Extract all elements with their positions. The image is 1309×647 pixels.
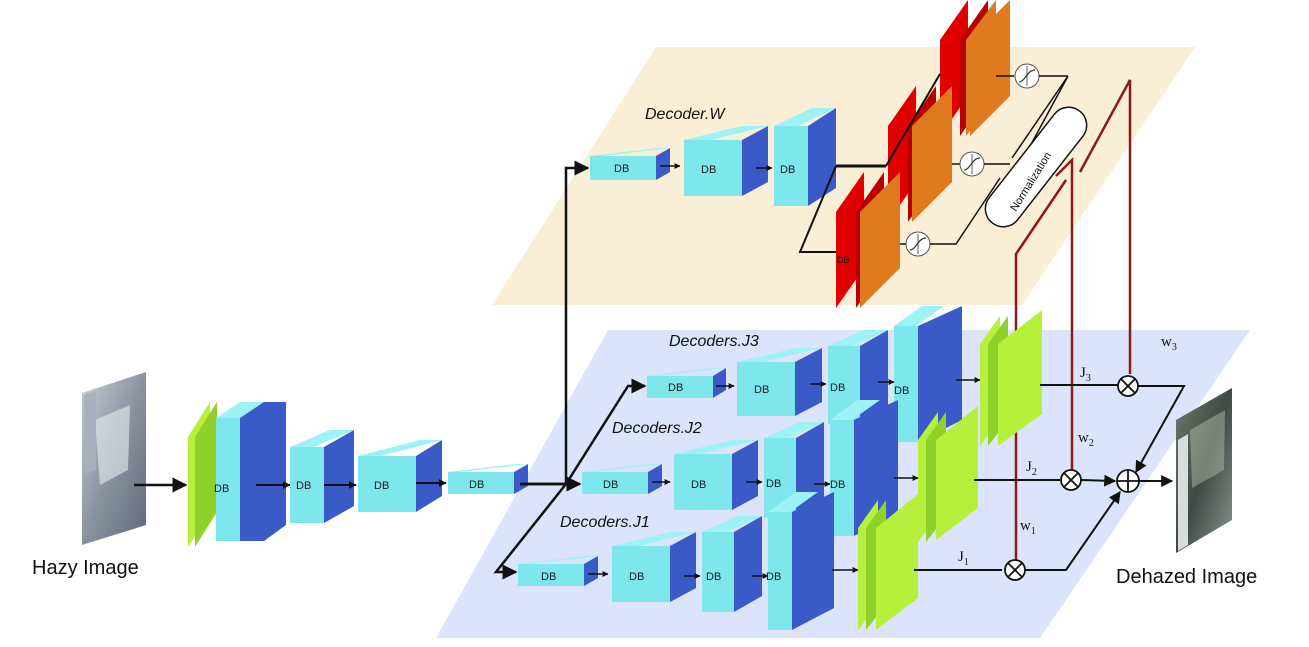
encoder-block-4 (448, 464, 528, 494)
j3-db-label-3: DB (830, 382, 845, 394)
label-w3: w3 (1161, 334, 1177, 353)
encoder-db-label-4: DB (469, 479, 484, 491)
j3-db-label-4: DB (894, 385, 909, 397)
decoders-j1-title: Decoders.J1 (560, 514, 650, 531)
stack-link-top (885, 73, 941, 167)
stack-link-bottom (798, 165, 837, 253)
j3-to-sum (1135, 385, 1186, 474)
decoder-w-db-label-1: DB (614, 163, 629, 175)
j3-output-layer (980, 310, 1042, 446)
decoder-w-db-label-3: DB (780, 164, 795, 176)
decoder-w-block-3 (774, 108, 836, 206)
j1-block-3 (702, 516, 762, 612)
decoders-j3-title: Decoders.J3 (669, 333, 759, 350)
j1-block-2 (612, 532, 696, 602)
label-w2: w2 (1078, 430, 1094, 449)
j3-db-label-2: DB (754, 384, 769, 396)
weight-line-w2 (1055, 156, 1074, 472)
label-j2: J2 (1026, 459, 1037, 478)
j1-db-label-4: DB (766, 571, 781, 583)
hazy-image-label: Hazy Image (32, 557, 139, 579)
label-j3: J3 (1080, 365, 1091, 384)
decoder-w-db-label-2: DB (701, 164, 716, 176)
decoder-w-block-1 (590, 148, 670, 180)
normalization-box (984, 106, 1088, 228)
label-j1: J1 (958, 549, 969, 568)
decoder-w-plane (492, 47, 1195, 305)
j2-block-4 (830, 400, 898, 536)
j1-to-sum (1025, 491, 1121, 571)
encoder-db-label-3: DB (374, 480, 389, 492)
encoder-block-3 (358, 440, 442, 512)
j3-block-2 (737, 348, 822, 416)
multiply-node-j2 (1060, 469, 1082, 491)
encoder-block-2 (290, 430, 354, 523)
encoder-block-1 (216, 402, 286, 541)
encoder-conv-layer (188, 402, 217, 547)
sigmoid-link-1 (1027, 75, 1069, 151)
sigmoid-link-1b (1011, 75, 1069, 159)
dehazed-image-label: Dehazed Image (1116, 566, 1257, 588)
decoder-w-block-2 (684, 126, 768, 196)
j1-db-label-1: DB (541, 571, 556, 583)
encoder-db-label-2: DB (296, 480, 311, 492)
j1-block-4 (768, 492, 834, 630)
sum-node (1116, 469, 1140, 493)
decoder-w-title: Decoder.W (645, 106, 726, 123)
j2-db-label-3: DB (766, 478, 781, 490)
dehazed-image (1176, 388, 1232, 553)
j2-db-label-4: DB (830, 479, 845, 491)
hazy-image (82, 372, 146, 545)
multiply-node-j3 (1117, 375, 1139, 397)
j3-block-1 (647, 368, 726, 398)
j2-block-2 (674, 440, 758, 510)
sigmoid-icon-3 (900, 177, 1001, 257)
j2-db-label-2: DB (691, 479, 706, 491)
branch-to-j1 (493, 483, 567, 580)
j3-block-4 (894, 306, 962, 442)
sigmoid-icon-2 (952, 151, 1010, 177)
label-w1: w1 (1020, 518, 1036, 537)
j2-output-layer (918, 406, 978, 542)
j2-db-label-1: DB (603, 479, 618, 491)
j1-output-layer (858, 494, 918, 630)
decoders-j2-title: Decoders.J2 (612, 420, 702, 437)
weight-conv-stack-bottom (836, 172, 900, 308)
multiply-node-j1 (1004, 559, 1026, 581)
weight-line-w3 (1078, 79, 1132, 374)
decoder-w-db-label-red: DB (837, 255, 850, 265)
sigmoid-icon-1 (996, 63, 1068, 89)
j1-db-label-3: DB (706, 571, 721, 583)
j1-db-label-2: DB (629, 571, 644, 583)
j3-db-label-1: DB (668, 382, 683, 394)
j2-block-1 (582, 464, 662, 494)
j2-to-sum (1080, 474, 1117, 487)
j1-block-1 (518, 556, 598, 586)
weight-conv-stack-top (940, 0, 1010, 136)
weight-line-w1 (1014, 179, 1068, 560)
encoder-db-label-1: DB (214, 483, 229, 495)
